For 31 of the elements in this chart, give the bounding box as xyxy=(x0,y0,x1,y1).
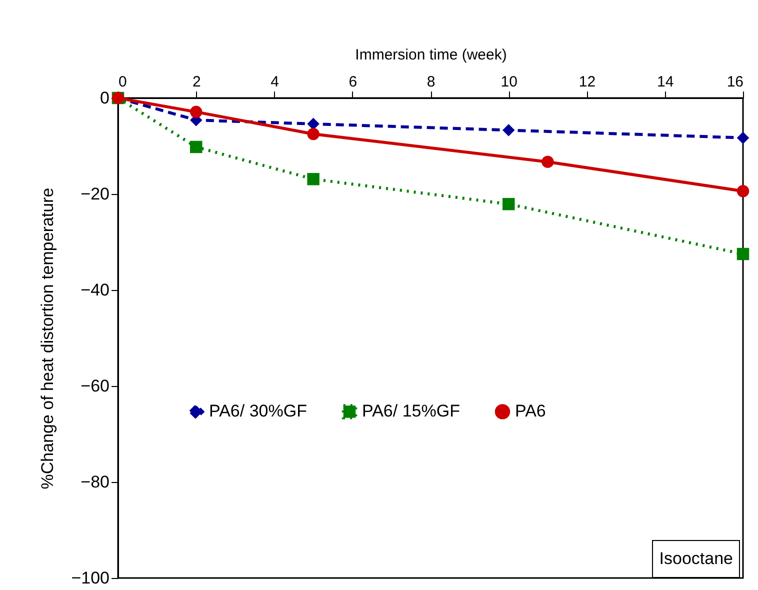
point xyxy=(307,172,320,186)
y-tick-label: −100 xyxy=(71,568,110,588)
x-tick-label: 6 xyxy=(348,74,358,90)
point xyxy=(542,156,554,168)
y-tick-label: 0 xyxy=(100,88,110,108)
y-tick-label: −40 xyxy=(80,280,110,300)
x-axis-title: Immersion time (week) xyxy=(355,46,507,64)
point xyxy=(190,106,202,118)
y-tick-label: −80 xyxy=(80,472,110,492)
point xyxy=(502,198,515,210)
y-axis-title: %Change of heat distortion temperature xyxy=(38,188,58,490)
point xyxy=(736,185,750,198)
x-tick-label: 2 xyxy=(192,74,201,90)
x-tick-label: 4 xyxy=(270,74,279,90)
x-tick-label: 14 xyxy=(657,74,674,90)
x-tick-label: 12 xyxy=(578,74,596,90)
point xyxy=(736,248,750,260)
x-tick-label: 8 xyxy=(426,74,436,90)
x-tick-label: 10 xyxy=(500,74,518,90)
y-tick-label: −20 xyxy=(80,184,110,204)
x-tick-label: 0 xyxy=(118,74,127,90)
point xyxy=(190,140,202,154)
annotation: Isooctane xyxy=(652,540,740,578)
point xyxy=(736,132,750,144)
point xyxy=(307,128,320,140)
y-tick-label: −60 xyxy=(80,376,110,396)
legend-label: PA6/ 30%GF xyxy=(209,402,307,421)
legend-label: PA6 xyxy=(515,402,546,421)
legend-label: PA6/ 15%GF xyxy=(362,402,460,421)
x-tick-label: 16 xyxy=(726,74,744,90)
point xyxy=(502,124,515,136)
